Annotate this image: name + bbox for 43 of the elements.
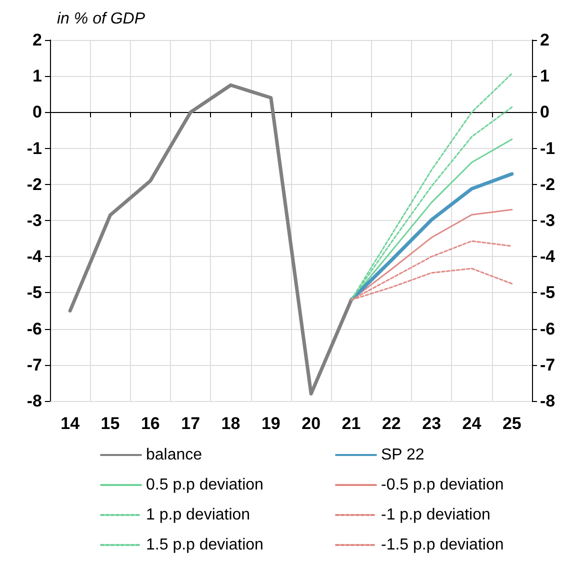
legend-label: 0.5 p.p deviation	[146, 476, 264, 494]
legend-label: balance	[146, 446, 202, 464]
x-tick-label: 19	[261, 414, 280, 433]
y2-tick-label: -3	[540, 211, 556, 230]
y-tick-label: -2	[26, 174, 42, 194]
y2-tick-label: -8	[540, 392, 556, 410]
y-tick-label: 2	[32, 30, 42, 50]
chart-subtitle: in % of GDP	[57, 10, 146, 28]
y2-tick-label: -1	[540, 138, 556, 158]
legend-label: -1 p.p deviation	[381, 506, 490, 524]
x-tick-label: 17	[181, 414, 200, 433]
y-tick-label: -3	[26, 211, 42, 230]
legend-label: -1.5 p.p deviation	[381, 536, 504, 554]
legend-label: 1.5 p.p deviation	[146, 536, 264, 554]
y-tick-label: -1	[26, 138, 42, 158]
x-tick-label: 21	[342, 414, 361, 433]
x-tick-label: 24	[462, 414, 482, 433]
y2-tick-label: -4	[540, 247, 556, 266]
y2-tick-label: -5	[540, 283, 556, 302]
legend-label: -0.5 p.p deviation	[381, 476, 504, 494]
y-tick-label: 1	[32, 66, 42, 86]
y-tick-label: -7	[26, 355, 42, 374]
x-tick-label: 20	[302, 414, 321, 433]
x-tick-label: 22	[382, 414, 401, 433]
legend-label: SP 22	[381, 446, 424, 464]
y-tick-label: -6	[26, 319, 42, 338]
y-tick-label: -8	[26, 392, 42, 410]
y-tick-label: -5	[26, 283, 42, 302]
y2-tick-label: 2	[540, 30, 550, 50]
x-tick-label: 14	[60, 414, 80, 433]
x-tick-label: 16	[140, 414, 160, 433]
legend-label: 1 p.p deviation	[146, 506, 250, 524]
y2-tick-label: -6	[540, 319, 556, 338]
x-tick-label: 18	[221, 414, 240, 433]
y2-tick-label: 0	[540, 102, 550, 122]
y-tick-label: -4	[26, 247, 43, 266]
x-tick-label: 23	[422, 414, 442, 433]
y-tick-label: 0	[32, 102, 42, 122]
x-tick-label: 25	[502, 414, 522, 433]
y2-tick-label: 1	[540, 66, 550, 86]
y2-tick-label: -2	[540, 174, 556, 194]
y2-tick-label: -7	[540, 355, 556, 374]
x-tick-label: 15	[100, 414, 120, 433]
